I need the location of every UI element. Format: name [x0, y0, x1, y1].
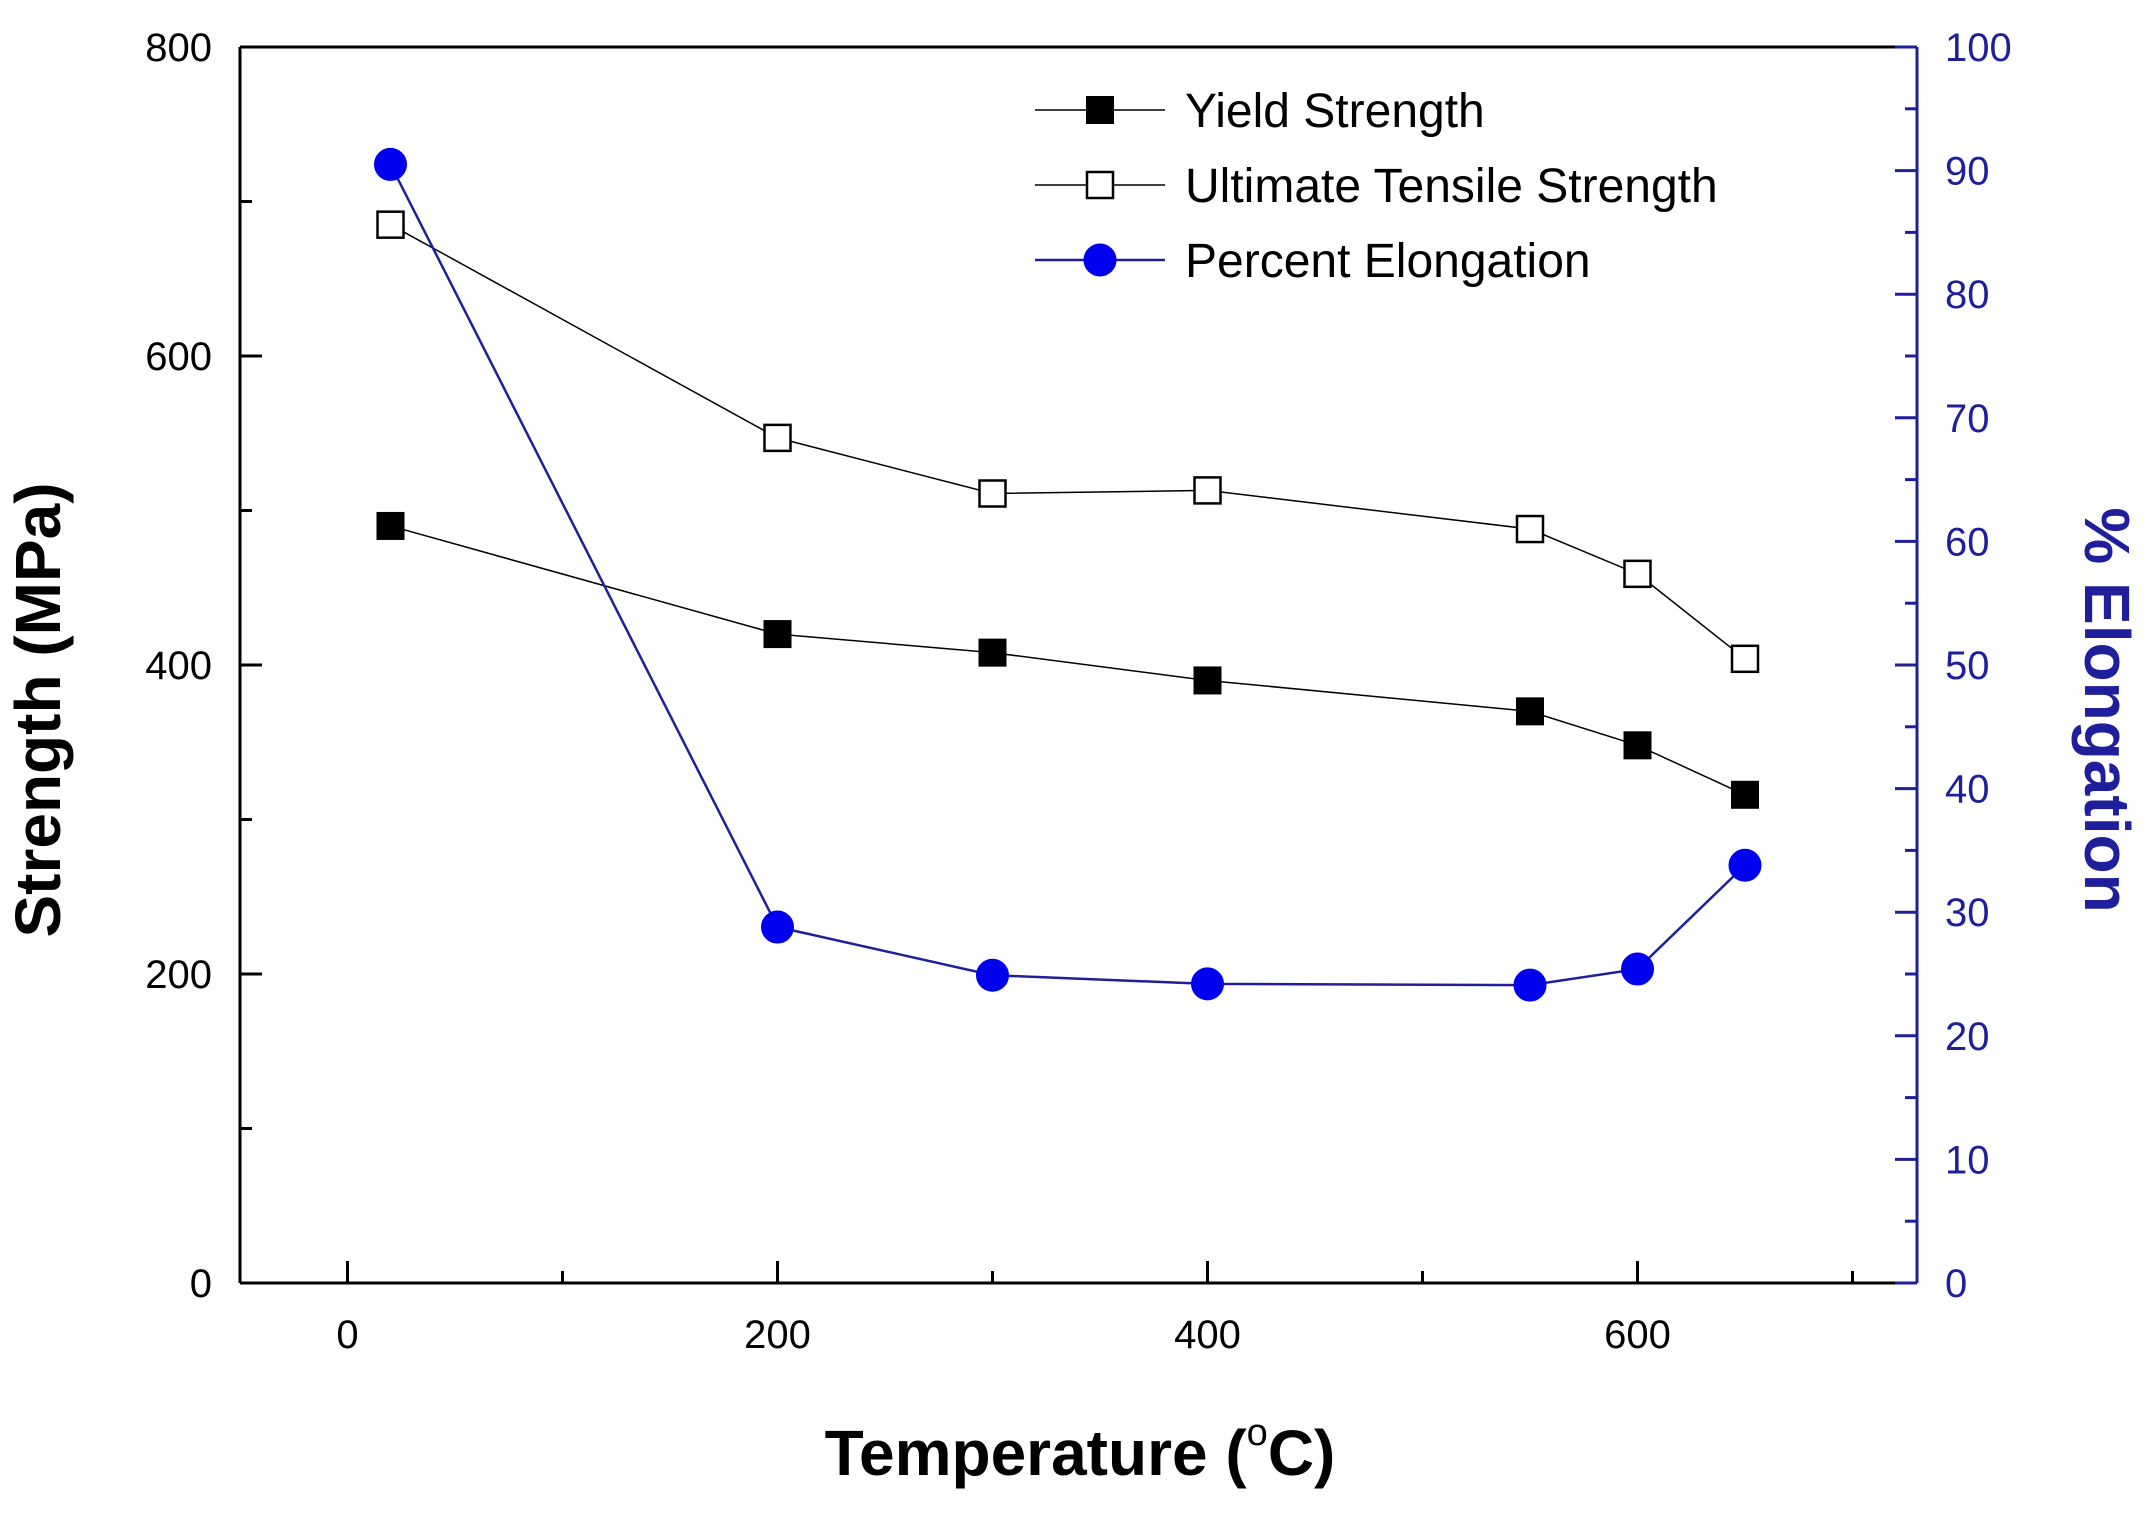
- y2-tick-label: 90: [1945, 150, 1990, 194]
- ultimate-tensile-strength-point: [1623, 559, 1652, 589]
- legend: Yield Strength Ultimate Tensile Strength P…: [1035, 85, 1718, 288]
- percent-elongation-point: [374, 147, 407, 181]
- ultimate-tensile-strength-point: [1515, 514, 1545, 544]
- legend-label-yield-strength: Yield Strength: [1185, 85, 1485, 138]
- ultimate-tensile-strength-point: [1193, 476, 1222, 505]
- percent-elongation-point: [1513, 968, 1547, 1002]
- y2-tick-label: 80: [1945, 273, 1990, 317]
- y-axis-title: Strength (MPa): [2, 482, 74, 937]
- y-tick-label: 0: [190, 1262, 212, 1306]
- legend-marker-percent-elongation: [1083, 243, 1117, 277]
- y2-tick-label: 30: [1945, 891, 1990, 935]
- ultimate-tensile-strength-point: [978, 479, 1007, 508]
- yield-strength-point: [978, 638, 1007, 667]
- y2-tick-label: 40: [1945, 768, 1990, 812]
- y2-axis-title: % Elongation: [2071, 507, 2143, 912]
- y2-tick-label: 0: [1945, 1262, 1967, 1306]
- ultimate-tensile-strength-point: [763, 423, 792, 453]
- percent-elongation-point: [976, 958, 1009, 992]
- percent-elongation-point: [1728, 848, 1762, 882]
- yield-strength-point: [1731, 780, 1759, 809]
- percent-elongation-point: [761, 910, 794, 944]
- x-tick-label: 200: [744, 1313, 811, 1357]
- legend-marker-yield-strength: [1086, 96, 1114, 124]
- yield-strength-point: [1623, 731, 1652, 760]
- degree-sign: o: [1247, 1412, 1268, 1454]
- yield-strength-point: [1193, 666, 1222, 695]
- percent-elongation-point: [1621, 952, 1654, 986]
- yield-strength-point: [763, 620, 792, 649]
- x-tick-label: 600: [1604, 1313, 1671, 1357]
- y-tick-label: 400: [145, 644, 212, 688]
- y2-tick-label: 60: [1945, 520, 1990, 564]
- x-axis-title: Temperature (oC): [825, 1412, 1336, 1489]
- legend-label-ultimate-tensile-strength: Ultimate Tensile Strength: [1185, 160, 1718, 213]
- y2-tick-label: 10: [1945, 1138, 1990, 1182]
- percent-elongation-point: [1191, 967, 1224, 1001]
- ultimate-tensile-strength-point: [376, 210, 405, 239]
- legend-marker-ultimate-tensile-strength: [1085, 170, 1115, 200]
- y-tick-label: 600: [145, 335, 212, 379]
- legend-label-percent-elongation: Percent Elongation: [1185, 235, 1591, 288]
- x-tick-label: 400: [1174, 1313, 1241, 1357]
- y2-tick-label: 50: [1945, 644, 1990, 688]
- y2-tick-label: 20: [1945, 1015, 1990, 1059]
- ultimate-tensile-strength-point: [1730, 644, 1760, 674]
- ultimate-tensile-strength-line: [390, 224, 1746, 660]
- plot-area: 0 200 400 600 0 200 400 600 800 0 10 20 30 40 50 60 70 80…: [145, 26, 2012, 1357]
- y2-tick-label: 100: [1945, 26, 2012, 70]
- y-tick-label: 200: [145, 953, 212, 997]
- yield-strength-point: [1516, 697, 1544, 726]
- yield-strength-point: [376, 511, 405, 540]
- y-tick-label: 800: [145, 26, 212, 70]
- y2-tick-label: 70: [1945, 397, 1990, 441]
- x-tick-label: 0: [336, 1313, 358, 1357]
